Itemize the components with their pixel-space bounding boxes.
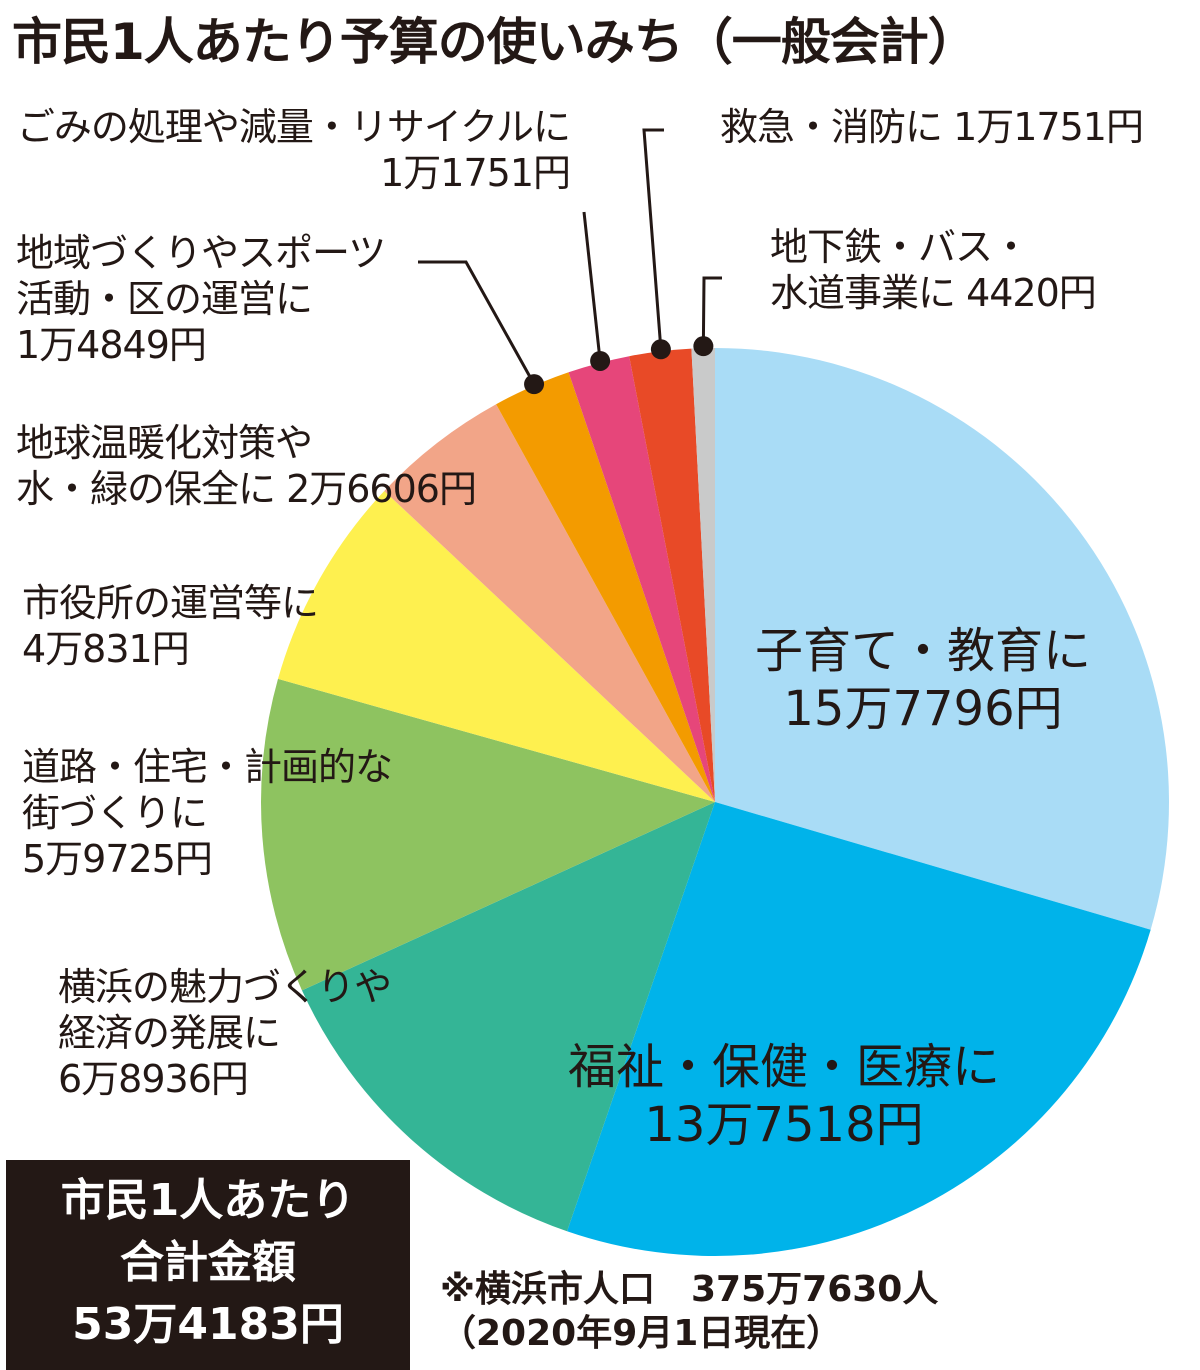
pie-slice-welfare — [567, 802, 1151, 1256]
label-garbage: ごみの処理や減量・リサイクルに 1万1751円 — [16, 105, 571, 195]
label-fire: 救急・消防に 1万1751円 — [720, 105, 1144, 149]
population-note: ※横浜市人口 375万7630人 （2020年9月1日現在） — [440, 1268, 938, 1356]
total-amount-box: 市民1人あたり 合計金額 53万4183円 — [6, 1160, 410, 1370]
population-note-line-2: （2020年9月1日現在） — [440, 1313, 843, 1354]
leader-lines — [418, 128, 722, 395]
label-roads: 道路・住宅・計画的な 街づくりに 5万9725円 — [22, 745, 393, 881]
total-line-2: 合計金額 — [120, 1237, 296, 1288]
pie-slice-child-edu — [715, 348, 1169, 930]
leader-line-community — [418, 260, 536, 385]
leader-line-subway — [701, 276, 722, 347]
pie-slice-garbage — [568, 356, 715, 802]
pie-slice-cityhall — [277, 490, 715, 802]
leader-line-fire — [642, 128, 664, 350]
leader-line-garbage — [582, 211, 602, 362]
leader-dot-garbage — [590, 350, 611, 371]
label-subway: 地下鉄・バス・ 水道事業に 4420円 — [770, 225, 1097, 315]
leader-dot-subway — [693, 336, 714, 357]
pie-slice-fire — [629, 348, 715, 802]
label-climate: 地球温暖化対策や 水・緑の保全に 2万6606円 — [16, 421, 477, 511]
pie-slice-yokohama — [301, 802, 715, 1232]
label-welfare: 福祉・保健・医療に 13万7518円 — [568, 1039, 1001, 1153]
population-note-line-1: ※横浜市人口 375万7630人 — [440, 1269, 939, 1310]
pie-slice-subway — [691, 348, 715, 802]
label-cityhall: 市役所の運営等に 4万831円 — [22, 581, 319, 671]
label-yokohama: 横浜の魅力づくりや 経済の発展に 6万8936円 — [58, 965, 392, 1101]
chart-title: 市民1人あたり予算の使いみち（一般会計） — [12, 13, 978, 71]
total-line-1: 市民1人あたり — [60, 1175, 356, 1226]
total-line-3: 53万4183円 — [72, 1299, 344, 1350]
pie-slice-community — [496, 372, 715, 802]
leader-dot-fire — [650, 339, 671, 360]
pie-slice-roads — [261, 678, 715, 991]
pie-slices — [261, 348, 1169, 1256]
pie-slice-climate — [384, 404, 715, 802]
label-community: 地域づくりやスポーツ 活動・区の運営に 1万4849円 — [16, 231, 386, 367]
label-child-edu: 子育て・教育に 15万7796円 — [755, 623, 1092, 737]
leader-dot-community — [524, 374, 545, 395]
